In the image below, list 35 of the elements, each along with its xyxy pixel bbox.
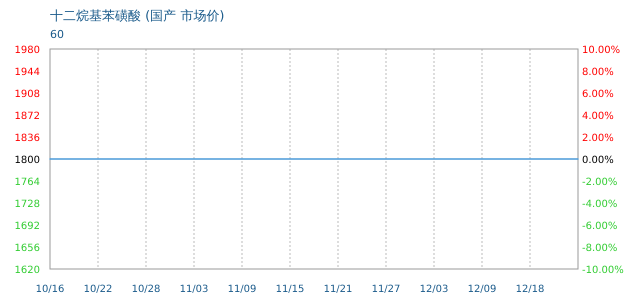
y2-tick-label: -2.00%	[582, 177, 618, 188]
x-tick-label: 10/28	[132, 284, 160, 295]
y-tick-label: 1692	[14, 221, 40, 232]
y2-tick-label: 0.00%	[582, 155, 614, 166]
x-tick-label: 10/22	[84, 284, 112, 295]
x-tick-label: 11/09	[228, 284, 256, 295]
y2-tick-label: -8.00%	[582, 243, 618, 254]
x-tick-label: 12/03	[420, 284, 448, 295]
y2-tick-label: 6.00%	[582, 89, 614, 100]
x-tick-label: 11/15	[276, 284, 304, 295]
y2-tick-label: -4.00%	[582, 199, 618, 210]
x-tick-label: 12/09	[468, 284, 496, 295]
y-tick-label: 1620	[14, 265, 40, 276]
text: 60	[50, 28, 64, 41]
y2-tick-label: 4.00%	[582, 111, 614, 122]
x-tick-label: 10/16	[36, 284, 64, 295]
y-tick-label: 1980	[14, 45, 40, 56]
x-tick-label: 12/18	[516, 284, 544, 295]
x-tick-label: 11/03	[180, 284, 208, 295]
y-tick-label: 1656	[14, 243, 40, 254]
y-tick-label: 1872	[14, 111, 40, 122]
y2-tick-label: 2.00%	[582, 133, 614, 144]
y2-tick-label: 8.00%	[582, 67, 614, 78]
y-tick-label: 1944	[14, 67, 40, 78]
y-tick-label: 1836	[14, 133, 40, 144]
y-tick-label: 1908	[14, 89, 40, 100]
x-tick-label: 11/27	[372, 284, 400, 295]
y2-tick-label: 10.00%	[582, 45, 620, 56]
y2-tick-label: -10.00%	[582, 265, 624, 276]
y-tick-label: 1800	[14, 155, 40, 166]
chart-title: 十二烷基苯磺酸 (国产 市场价)	[50, 9, 224, 24]
x-tick-label: 11/21	[324, 284, 352, 295]
y-tick-label: 1728	[14, 199, 40, 210]
y2-tick-label: -6.00%	[582, 221, 618, 232]
y-tick-label: 1764	[14, 177, 40, 188]
